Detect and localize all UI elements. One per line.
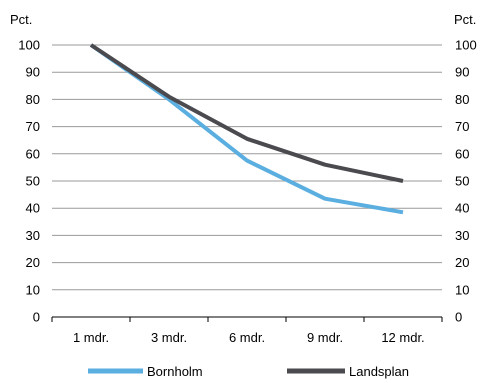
y-axis-ticks-right: 0 10 20 30 40 50 60 70 80 90 100 (455, 38, 477, 325)
y-tick-label-left: 40 (26, 201, 40, 216)
y-axis-unit-left: Pct. (10, 12, 32, 27)
y-tick-label-left: 100 (18, 38, 40, 53)
y-tick-label-right: 40 (455, 201, 469, 216)
x-tick-label: 9 mdr. (307, 330, 343, 345)
x-tick-label: 12 mdr. (381, 330, 424, 345)
y-tick-label-left: 20 (26, 255, 40, 270)
y-tick-label-right: 0 (455, 310, 462, 325)
y-tick-label-right: 90 (455, 65, 469, 80)
y-tick-label-right: 30 (455, 228, 469, 243)
y-tick-label-left: 90 (26, 65, 40, 80)
y-tick-label-right: 80 (455, 92, 469, 107)
y-tick-label-right: 20 (455, 255, 469, 270)
y-tick-label-left: 0 (33, 310, 40, 325)
series-line-landsplan (89, 43, 404, 183)
y-tick-label-right: 60 (455, 146, 469, 161)
x-tick-label: 3 mdr. (151, 330, 187, 345)
y-axis-unit-right: Pct. (454, 12, 476, 27)
y-tick-label-right: 10 (455, 282, 469, 297)
y-tick-label-right: 70 (455, 119, 469, 134)
y-tick-label-left: 50 (26, 174, 40, 189)
y-tick-label-left: 70 (26, 119, 40, 134)
y-tick-label-right: 50 (455, 174, 469, 189)
y-tick-label-left: 60 (26, 146, 40, 161)
y-axis-ticks-left: 0 10 20 30 40 50 60 70 80 90 100 (18, 38, 40, 325)
legend: Bornholm Landsplan (88, 364, 409, 379)
y-tick-label-left: 30 (26, 228, 40, 243)
y-tick-label-left: 10 (26, 282, 40, 297)
series-lines (89, 43, 404, 215)
x-tick-label: 1 mdr. (73, 330, 109, 345)
legend-label-bornholm: Bornholm (147, 364, 203, 379)
gridlines (52, 44, 442, 318)
legend-label-landsplan: Landsplan (349, 364, 409, 379)
y-tick-label-right: 100 (455, 38, 477, 53)
y-tick-label-left: 80 (26, 92, 40, 107)
x-tick-label: 6 mdr. (229, 330, 265, 345)
series-line-bornholm (89, 43, 404, 215)
x-axis: 1 mdr. 3 mdr. 6 mdr. 9 mdr. 12 mdr. (51, 317, 443, 345)
